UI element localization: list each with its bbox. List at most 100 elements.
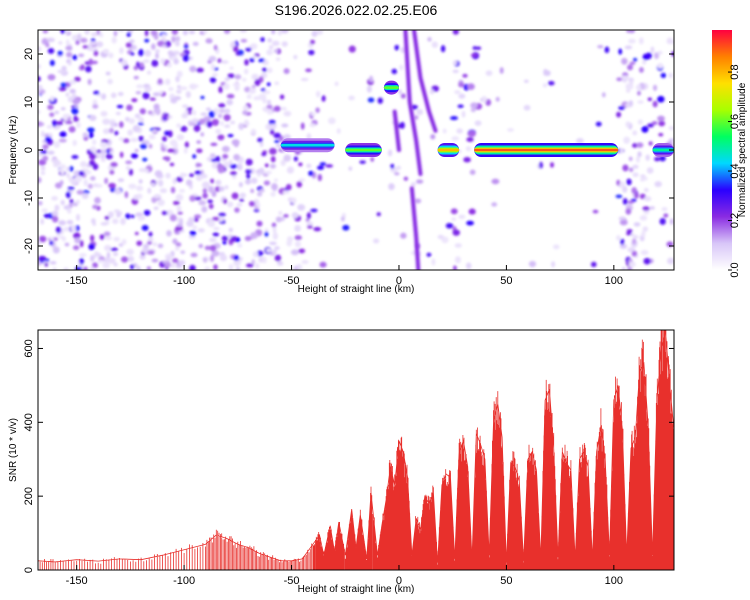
noise-cell xyxy=(274,254,282,262)
noise-cell xyxy=(236,163,243,171)
noise-cell xyxy=(491,178,500,185)
noise-cell xyxy=(210,142,218,147)
noise-cell xyxy=(125,213,131,219)
noise-cell xyxy=(65,30,69,35)
noise-cell xyxy=(258,167,265,175)
noise-cell xyxy=(597,44,604,49)
noise-cell xyxy=(106,251,111,259)
noise-cell xyxy=(170,186,176,194)
noise-cell xyxy=(104,215,110,221)
noise-cell xyxy=(118,243,124,247)
noise-cell xyxy=(92,183,99,188)
x-tick-label: -100 xyxy=(173,575,195,587)
noise-cell xyxy=(68,126,76,133)
noise-cell xyxy=(264,231,269,237)
noise-cell xyxy=(172,258,179,264)
noise-cell xyxy=(232,46,239,52)
noise-cell xyxy=(124,116,130,122)
noise-cell xyxy=(38,261,42,266)
noise-cell xyxy=(642,206,650,211)
noise-cell xyxy=(130,153,139,159)
noise-cell xyxy=(96,149,103,154)
noise-cell xyxy=(74,76,81,82)
noise-cell xyxy=(66,166,70,172)
noise-cell xyxy=(184,141,189,148)
noise-cell xyxy=(224,124,231,129)
noise-cell xyxy=(238,123,245,131)
noise-cell xyxy=(465,262,472,270)
noise-cell xyxy=(467,83,475,90)
noise-cell xyxy=(468,208,476,215)
noise-cell xyxy=(263,180,271,186)
tone-band-cell xyxy=(437,148,460,152)
noise-cell xyxy=(620,238,625,245)
noise-cell xyxy=(90,234,95,242)
noise-cell xyxy=(231,192,239,200)
noise-cell xyxy=(298,248,306,254)
noise-cell xyxy=(271,30,276,35)
noise-cell xyxy=(452,60,458,66)
noise-cell xyxy=(207,199,213,204)
noise-cell xyxy=(47,37,55,43)
noise-cell xyxy=(334,81,339,87)
noise-cell xyxy=(130,52,135,56)
noise-cell xyxy=(469,169,476,175)
noise-cell xyxy=(175,75,180,83)
noise-cell xyxy=(82,45,89,49)
noise-cell xyxy=(271,222,277,228)
noise-cell xyxy=(167,148,176,153)
noise-cell xyxy=(135,90,142,95)
noise-cell xyxy=(223,161,230,168)
noise-cell xyxy=(49,95,55,102)
noise-cell xyxy=(310,112,316,117)
noise-cell xyxy=(178,259,186,266)
noise-cell xyxy=(648,141,653,146)
noise-cell xyxy=(272,40,280,46)
noise-cell xyxy=(450,116,458,121)
noise-cell xyxy=(183,147,188,154)
noise-cell xyxy=(629,61,636,65)
noise-cell xyxy=(105,71,111,76)
noise-cell xyxy=(660,72,667,78)
noise-cell xyxy=(616,179,621,186)
noise-cell xyxy=(192,225,198,230)
noise-cell xyxy=(162,116,167,121)
noise-cell xyxy=(64,120,73,125)
noise-cell xyxy=(280,159,286,167)
noise-cell xyxy=(169,214,177,222)
noise-cell xyxy=(126,165,130,171)
noise-cell xyxy=(663,213,669,218)
noise-cell xyxy=(196,148,203,154)
noise-cell xyxy=(133,65,139,71)
noise-cell xyxy=(79,257,84,265)
noise-cell xyxy=(658,133,664,137)
noise-cell xyxy=(148,143,153,149)
noise-cell xyxy=(630,233,635,237)
noise-cell xyxy=(264,228,269,233)
noise-cell xyxy=(58,138,67,143)
noise-cell xyxy=(400,93,406,99)
noise-cell xyxy=(146,241,153,245)
noise-cell xyxy=(114,188,122,195)
noise-cell xyxy=(73,232,81,240)
noise-cell xyxy=(165,158,170,162)
noise-cell xyxy=(193,214,202,219)
tone-band-cell xyxy=(280,143,335,147)
noise-cell xyxy=(80,37,88,43)
x-tick-label: 0 xyxy=(396,575,402,587)
noise-cell xyxy=(204,245,211,251)
noise-cell xyxy=(151,182,156,186)
noise-cell xyxy=(632,164,639,169)
noise-cell xyxy=(142,157,148,162)
noise-cell xyxy=(306,221,314,227)
noise-cell xyxy=(637,100,644,104)
noise-cell xyxy=(328,117,336,125)
noise-cell xyxy=(590,261,597,268)
noise-cell xyxy=(310,208,318,213)
noise-cell xyxy=(94,196,101,204)
noise-cell xyxy=(202,188,208,194)
noise-cell xyxy=(216,164,225,170)
noise-cell xyxy=(161,33,167,38)
noise-cell xyxy=(102,48,110,54)
noise-cell xyxy=(171,30,179,35)
